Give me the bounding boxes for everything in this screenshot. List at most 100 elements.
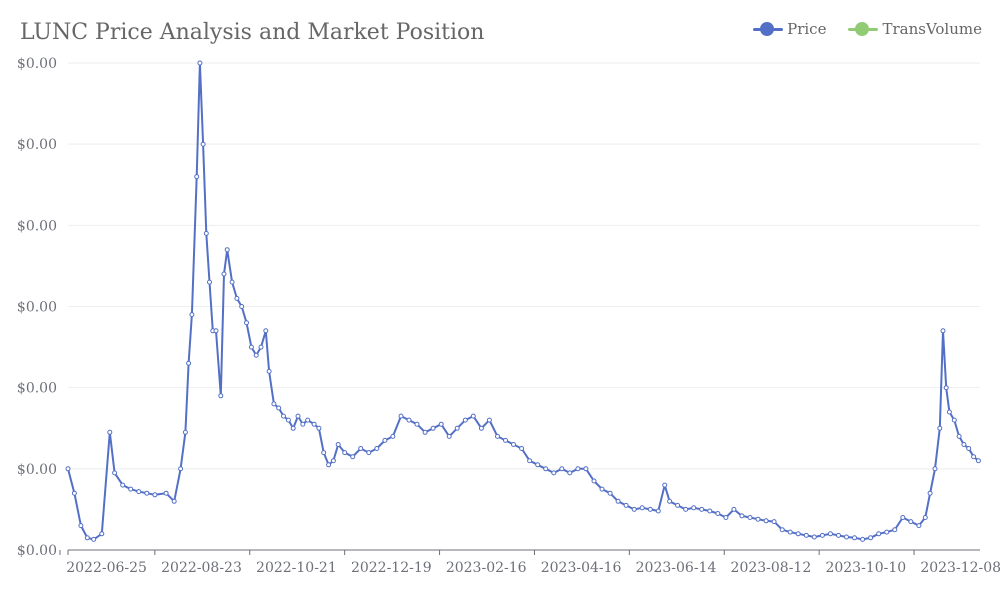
data-point (876, 531, 882, 537)
data-point (844, 534, 849, 540)
data-point (961, 442, 967, 447)
data-point (244, 320, 249, 326)
data-point (189, 312, 195, 318)
legend-item-transvolume[interactable]: TransVolume (848, 20, 982, 38)
data-point (567, 470, 573, 476)
data-point (868, 535, 874, 541)
data-point (795, 531, 801, 537)
x-tick-label: 2023-04-16 (541, 560, 622, 576)
data-point (827, 531, 833, 537)
data-point (271, 401, 277, 407)
data-point (91, 536, 97, 542)
data-point (390, 433, 396, 439)
data-point (78, 523, 84, 529)
data-point (438, 421, 444, 427)
data-point (892, 527, 898, 533)
data-point (446, 433, 452, 439)
data-point (575, 466, 581, 472)
data-point (203, 230, 209, 236)
data-point (662, 482, 668, 488)
data-point (152, 492, 158, 498)
data-point (258, 344, 264, 350)
x-tick-label: 2022-12-19 (351, 560, 432, 576)
data-point (207, 279, 212, 285)
data-point (350, 454, 356, 460)
data-point (422, 429, 428, 435)
data-point (65, 466, 71, 472)
data-point (937, 425, 943, 431)
data-point (922, 515, 928, 520)
data-point (120, 482, 126, 488)
data-point (811, 534, 817, 540)
data-point (975, 458, 981, 464)
data-point (221, 271, 227, 277)
data-point (771, 519, 777, 525)
data-point (330, 458, 336, 464)
data-point (213, 328, 219, 334)
data-point (631, 506, 637, 512)
data-point (239, 304, 245, 309)
data-point (358, 446, 364, 451)
data-point (675, 502, 681, 508)
data-point (607, 490, 613, 496)
x-tick-label: 2023-08-12 (731, 560, 812, 576)
data-point (285, 417, 291, 423)
data-point (326, 462, 332, 468)
data-point (971, 454, 977, 460)
data-point (819, 532, 825, 538)
data-point (263, 328, 269, 334)
data-point (321, 450, 327, 456)
series-group (65, 60, 981, 542)
y-axis-labels: $0.00 $0.00 $0.00 $0.00 $0.00 $0.00 $0.00 (17, 56, 57, 559)
data-point (248, 344, 254, 350)
legend-swatch-price (753, 22, 784, 36)
data-point (218, 393, 224, 399)
data-point (803, 532, 809, 538)
data-point (128, 486, 134, 492)
data-point (916, 523, 922, 529)
data-point (454, 425, 460, 431)
data-point (178, 466, 184, 472)
data-point (966, 446, 972, 451)
data-point (543, 466, 549, 472)
data-point (171, 498, 177, 504)
legend-label-price: Price (787, 20, 827, 38)
data-point (639, 505, 645, 511)
data-point (583, 466, 589, 472)
data-point (290, 425, 296, 431)
data-point (707, 508, 713, 514)
x-tick-label: 2023-06-14 (636, 560, 717, 576)
data-point (194, 174, 200, 180)
data-point (731, 506, 737, 512)
data-point (398, 413, 404, 419)
x-tick-label: 2023-12-08 (920, 560, 1000, 576)
y-tick-label: $0.00 (17, 300, 57, 316)
data-point (470, 413, 476, 419)
data-point (486, 417, 492, 423)
data-point (382, 437, 388, 443)
data-point (884, 529, 890, 535)
data-point (599, 486, 605, 492)
legend-dot-transvolume (855, 22, 870, 36)
y-tick-label: $0.00 (17, 462, 57, 478)
data-point (503, 437, 508, 443)
data-point (551, 470, 557, 476)
data-point (253, 352, 259, 358)
data-point (374, 446, 380, 451)
data-point (951, 417, 957, 423)
data-point (366, 450, 372, 456)
data-point (406, 417, 412, 423)
legend-label-transvolume: TransVolume (882, 20, 982, 38)
data-point (927, 490, 933, 496)
data-point (535, 462, 541, 468)
data-point (112, 470, 118, 476)
legend-item-price[interactable]: Price (753, 20, 826, 38)
data-point (224, 247, 230, 253)
data-point (779, 527, 785, 533)
data-point (84, 535, 90, 541)
data-point (747, 515, 753, 520)
data-point (860, 536, 866, 542)
data-point (182, 429, 188, 435)
data-point (667, 498, 673, 504)
